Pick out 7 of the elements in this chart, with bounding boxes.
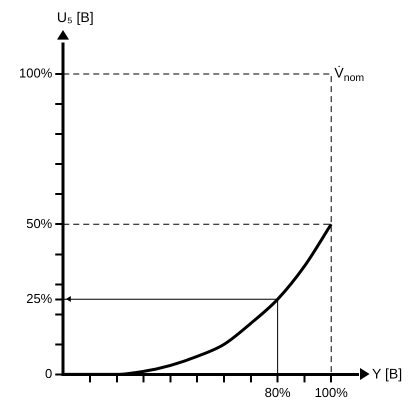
y-axis-title: U₅ [B]	[56, 8, 94, 25]
x-axis-title: Y [B]	[372, 365, 402, 382]
x-tick-label: 80%	[264, 384, 292, 400]
y-tick-label: 50%	[26, 216, 53, 231]
y-tick-label: 100%	[19, 66, 53, 81]
y-tick-label: 0	[45, 366, 52, 381]
y-tick-label: 25%	[26, 290, 53, 306]
